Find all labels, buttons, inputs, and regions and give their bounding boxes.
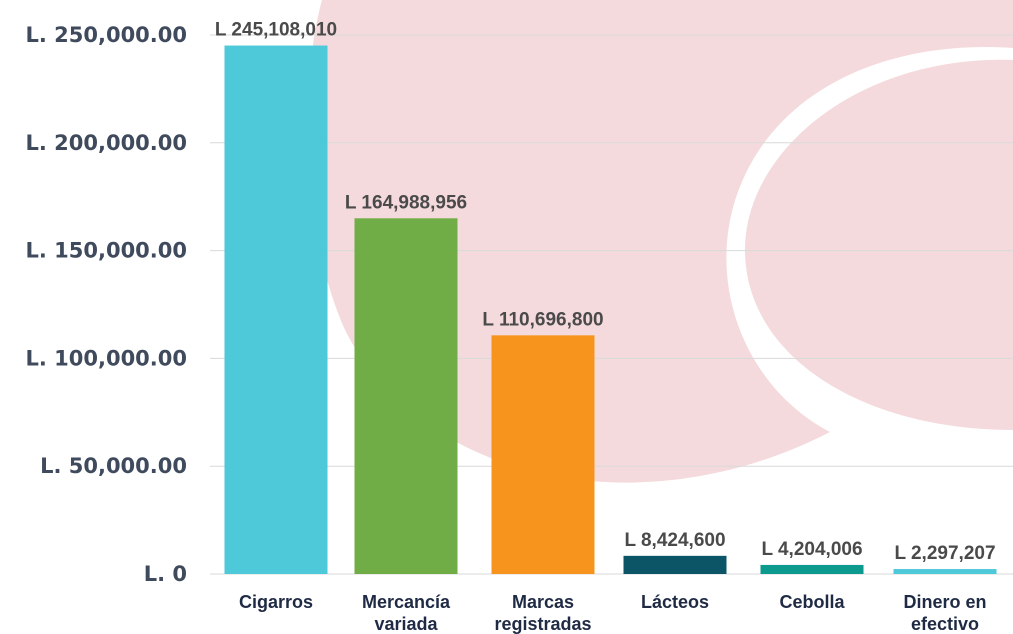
bar [760, 564, 864, 574]
category-label-line: registradas [494, 614, 591, 634]
category-label: Mercancía variada [362, 592, 451, 634]
category-label-line: Lácteos [641, 592, 709, 612]
category-label-line: Cigarros [239, 592, 313, 612]
data-label: L 110,696,800 [482, 309, 603, 330]
category-label-line: variada [374, 614, 438, 634]
category-label-line: Dinero en [903, 592, 986, 612]
category-label: Lácteos [641, 592, 709, 612]
y-tick-label: L. 0 [144, 562, 187, 586]
category-label-line: Cebolla [779, 592, 845, 612]
bar [893, 569, 997, 574]
category-label: Cigarros [239, 592, 313, 612]
y-axis-tick-labels: L. 0 L. 50,000.00 L. 100,000.00 L. 150,000.… [25, 23, 187, 586]
category-label-line: efectivo [911, 614, 979, 634]
data-labels: L 245,108,010 L 164,988,956 L 110,696,800 L… [215, 20, 996, 565]
watermark-arc [307, 0, 1013, 483]
category-label: Cebolla [779, 592, 845, 612]
y-tick-label: L. 50,000.00 [40, 454, 187, 478]
bars [224, 45, 997, 575]
category-label: Dinero en efectivo [903, 592, 986, 634]
bar [224, 45, 328, 575]
data-label: L 245,108,010 [215, 20, 337, 41]
bar [491, 335, 595, 574]
bar [623, 555, 727, 574]
background-watermark [307, 0, 1013, 483]
data-label: L 164,988,956 [345, 192, 467, 213]
category-label: Marcas registradas [494, 592, 591, 634]
y-tick-label: L. 150,000.00 [25, 239, 187, 263]
data-label: L 8,424,600 [624, 530, 725, 551]
grid-lines [210, 34, 1013, 575]
category-label-line: Mercancía [362, 592, 451, 612]
category-label-line: Marcas [512, 592, 574, 612]
y-tick-label: L. 100,000.00 [25, 346, 187, 370]
y-tick-label: L. 250,000.00 [25, 23, 187, 47]
category-labels: Cigarros Mercancía variada Marcas registrada… [239, 592, 987, 634]
bar [354, 218, 458, 574]
y-tick-label: L. 200,000.00 [25, 131, 187, 155]
data-label: L 2,297,207 [894, 543, 995, 564]
watermark-circle [745, 59, 1013, 431]
data-label: L 4,204,006 [761, 539, 862, 560]
